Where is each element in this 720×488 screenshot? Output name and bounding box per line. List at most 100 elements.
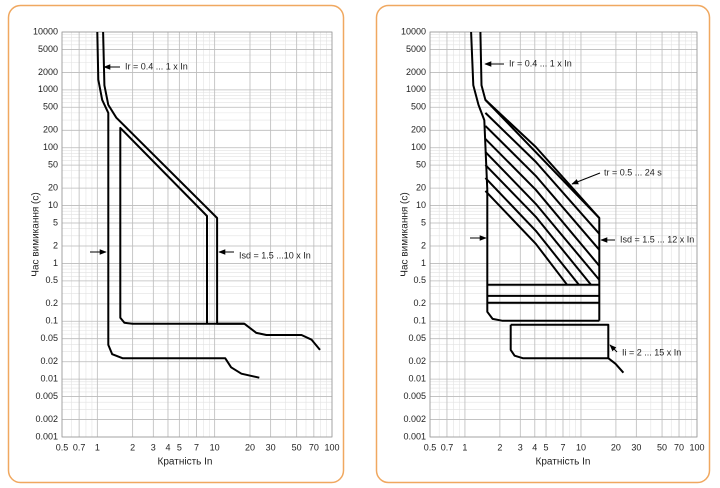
y-tick-label: 0.5 [413, 275, 426, 285]
annotation-arrow [609, 344, 618, 353]
curve [484, 151, 601, 281]
x-tick-label: 30 [266, 442, 276, 452]
y-tick-label: 5 [53, 217, 58, 227]
x-tick-label: 10 [210, 442, 220, 452]
y-tick-label: 10000 [401, 26, 426, 36]
x-tick-label: 0.5 [424, 442, 437, 452]
x-axis-label: Кратність In [536, 457, 591, 468]
x-tick-label: 0.5 [56, 442, 69, 452]
panel [7, 4, 345, 484]
x-tick-label: 0.7 [73, 442, 86, 452]
y-tick-label: 500 [43, 102, 58, 112]
curve [484, 164, 592, 286]
y-tick-label: 0.002 [35, 414, 58, 424]
curve [96, 31, 260, 379]
curve [509, 324, 625, 374]
annotation: tr = 0.5 ... 24 s [604, 167, 662, 177]
y-tick-label: 0.1 [45, 316, 58, 326]
y-tick-label: 0.05 [40, 333, 58, 343]
y-tick-label: 0.005 [403, 391, 426, 401]
curve [484, 125, 601, 251]
y-tick-label: 10 [416, 200, 426, 210]
x-tick-label: 100 [324, 442, 339, 452]
y-tick-label: 20 [48, 183, 58, 193]
y-tick-label: 2 [53, 240, 58, 250]
y-tick-label: 2000 [38, 67, 58, 77]
x-tick-label: 20 [611, 442, 621, 452]
y-tick-label: 50 [48, 160, 58, 170]
x-tick-label: 3 [151, 442, 156, 452]
y-tick-label: 2000 [406, 67, 426, 77]
y-tick-label: 0.2 [45, 298, 58, 308]
x-tick-label: 50 [657, 442, 667, 452]
y-tick-label: 0.2 [413, 298, 426, 308]
plot-frame [429, 31, 698, 438]
x-tick-label: 100 [689, 442, 704, 452]
y-tick-label: 0.001 [403, 431, 426, 441]
y-tick-label: 100 [43, 142, 58, 152]
x-tick-label: 5 [544, 442, 549, 452]
annotation: Ir = 0.4 ... 1 x In [125, 61, 188, 71]
y-tick-label: 5000 [406, 44, 426, 54]
x-tick-label: 7 [194, 442, 199, 452]
x-tick-label: 7 [560, 442, 565, 452]
y-tick-label: 500 [411, 102, 426, 112]
y-axis-label: Час вимикання (с) [31, 192, 42, 276]
y-tick-label: 5000 [38, 44, 58, 54]
y-tick-label: 1000 [38, 84, 58, 94]
y-tick-label: 1000 [406, 84, 426, 94]
y-tick-label: 0.002 [403, 414, 426, 424]
annotation: Isd = 1.5 ... 12 x In [620, 234, 694, 244]
curve [484, 99, 601, 219]
y-tick-label: 20 [416, 183, 426, 193]
x-tick-label: 4 [165, 442, 170, 452]
x-tick-label: 5 [177, 442, 182, 452]
x-tick-label: 0.7 [441, 442, 454, 452]
curve [484, 138, 601, 267]
annotation: Ir = 0.4 ... 1 x In [509, 58, 572, 68]
y-tick-label: 5 [421, 217, 426, 227]
x-tick-label: 2 [130, 442, 135, 452]
x-tick-label: 50 [292, 442, 302, 452]
y-tick-label: 10 [48, 200, 58, 210]
y-tick-label: 2 [421, 240, 426, 250]
y-tick-label: 1 [421, 258, 426, 268]
x-tick-label: 1 [95, 442, 100, 452]
y-tick-label: 0.1 [413, 316, 426, 326]
annotation-arrow [571, 172, 601, 185]
y-tick-label: 0.01 [40, 374, 58, 384]
annotation: Isd = 1.5 ...10 x In [239, 250, 311, 260]
annotation: Ii = 2 ... 15 x In [622, 347, 681, 357]
x-tick-label: 20 [245, 442, 255, 452]
curve [484, 190, 568, 286]
x-tick-label: 70 [674, 442, 684, 452]
y-tick-label: 0.001 [35, 431, 58, 441]
y-axis-label: Час вимикання (с) [400, 192, 411, 276]
y-tick-label: 0.02 [40, 356, 58, 366]
y-tick-label: 0.05 [408, 333, 426, 343]
y-tick-label: 100 [411, 142, 426, 152]
y-tick-label: 0.005 [35, 391, 58, 401]
curve [119, 126, 245, 325]
y-tick-label: 0.01 [408, 374, 426, 384]
x-tick-label: 30 [631, 442, 641, 452]
x-tick-label: 2 [497, 442, 502, 452]
x-axis-label: Кратність In [158, 457, 213, 468]
curve [510, 323, 610, 359]
x-tick-label: 1 [462, 442, 467, 452]
y-tick-label: 1 [53, 258, 58, 268]
y-tick-label: 200 [411, 125, 426, 135]
x-tick-label: 70 [309, 442, 319, 452]
curve [470, 31, 600, 322]
x-tick-label: 3 [518, 442, 523, 452]
y-tick-label: 0.02 [408, 356, 426, 366]
curve [484, 177, 580, 286]
x-tick-label: 10 [576, 442, 586, 452]
y-tick-label: 50 [416, 160, 426, 170]
x-tick-label: 4 [532, 442, 537, 452]
curve [484, 112, 601, 235]
y-tick-label: 10000 [33, 26, 58, 36]
y-tick-label: 0.5 [45, 275, 58, 285]
plot-frame [61, 31, 333, 438]
